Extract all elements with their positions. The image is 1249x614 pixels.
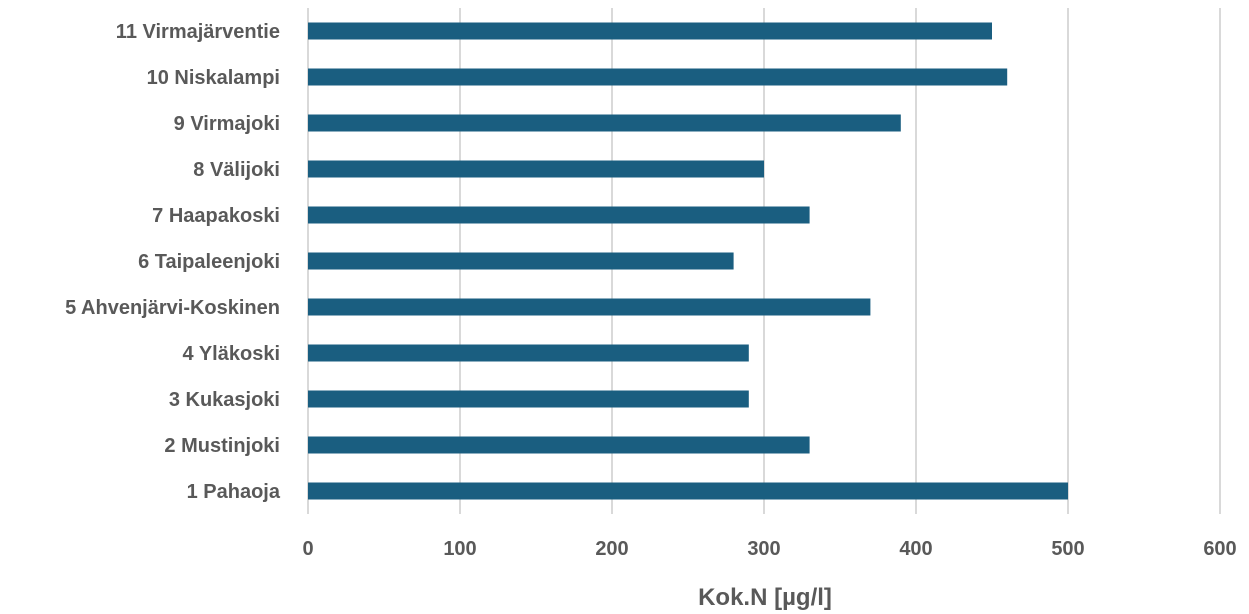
- x-tick-labels: 0 100 200 300 400 500 600: [302, 538, 1236, 560]
- category-label: 9 Virmajoki: [174, 113, 280, 135]
- bars: [308, 22, 1068, 500]
- bar: [308, 206, 810, 224]
- bar: [308, 482, 1068, 500]
- category-label: 2 Mustinjoki: [164, 435, 280, 457]
- bar: [308, 114, 901, 132]
- x-tick-label: 500: [1051, 538, 1084, 560]
- bar: [308, 22, 992, 40]
- x-axis-title: Kok.N [µg/l]: [698, 584, 832, 611]
- category-label: 3 Kukasjoki: [169, 389, 280, 411]
- category-label: 5 Ahvenjärvi-Koskinen: [65, 297, 280, 319]
- x-tick-label: 200: [595, 538, 628, 560]
- x-tick-label: 600: [1203, 538, 1236, 560]
- category-label: 6 Taipaleenjoki: [138, 251, 280, 273]
- bar: [308, 436, 810, 454]
- bar: [308, 344, 749, 362]
- x-tick-label: 100: [443, 538, 476, 560]
- category-labels: 11 Virmajärventie 10 Niskalampi 9 Virmajok…: [65, 21, 281, 503]
- category-label: 1 Pahaoja: [187, 481, 281, 503]
- category-label: 4 Yläkoski: [183, 343, 280, 365]
- category-label: 10 Niskalampi: [147, 67, 280, 89]
- x-tick-label: 0: [302, 538, 313, 560]
- bar: [308, 68, 1008, 86]
- bar: [308, 160, 764, 178]
- bar: [308, 390, 749, 408]
- x-tick-label: 400: [899, 538, 932, 560]
- x-tick-label: 300: [747, 538, 780, 560]
- category-label: 7 Haapakoski: [152, 205, 280, 227]
- bar: [308, 298, 871, 316]
- category-label: 11 Virmajärventie: [116, 21, 280, 43]
- bar: [308, 252, 734, 270]
- category-label: 8 Välijoki: [193, 159, 280, 181]
